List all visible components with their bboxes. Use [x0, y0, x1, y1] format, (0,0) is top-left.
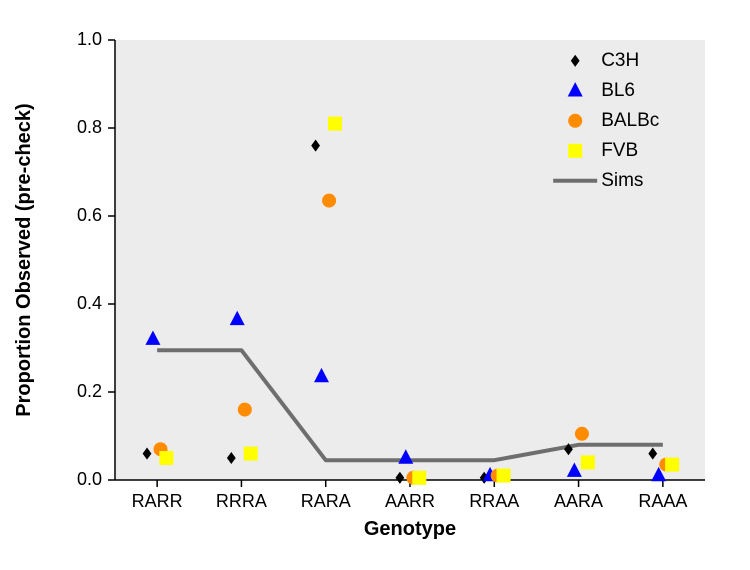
- data-point-fvb: [581, 455, 595, 469]
- chart-container: 0.0 0.2 0.4 0.6 0.8 1.0 RARR RRRA RARA AARR RRAA AA…: [0, 0, 750, 570]
- legend-label: FVB: [601, 140, 638, 161]
- y-tick-label: 0.4: [77, 293, 102, 313]
- x-tick-label: AARA: [554, 491, 603, 511]
- y-tick-label: 1.0: [77, 29, 102, 49]
- x-tick-label: AARR: [385, 491, 435, 511]
- data-point-balbc: [238, 403, 252, 417]
- data-point-fvb: [328, 117, 342, 131]
- legend-marker-balbc: [568, 114, 582, 128]
- y-tick-label: 0.6: [77, 205, 102, 225]
- data-point-fvb: [244, 447, 258, 461]
- data-point-fvb: [159, 451, 173, 465]
- x-axis-title: Genotype: [364, 518, 456, 540]
- legend-marker-fvb: [568, 144, 582, 158]
- data-point-balbc: [575, 427, 589, 441]
- legend-label: BALBc: [601, 110, 659, 131]
- x-tick-label: RAAA: [638, 491, 687, 511]
- plot-area: [115, 40, 705, 480]
- x-tick-label: RRRA: [216, 491, 267, 511]
- data-point-balbc: [322, 194, 336, 208]
- legend-label: Sims: [601, 170, 643, 191]
- x-tick-label: RRAA: [469, 491, 519, 511]
- y-tick-label: 0.0: [77, 469, 102, 489]
- x-tick-label: RARR: [132, 491, 183, 511]
- legend-label: C3H: [601, 50, 639, 71]
- y-tick-label: 0.2: [77, 381, 102, 401]
- y-axis-title: Proportion Observed (pre-check): [13, 103, 35, 416]
- data-point-fvb: [665, 458, 679, 472]
- data-point-fvb: [412, 471, 426, 485]
- x-tick-label: RARA: [301, 491, 351, 511]
- scatter-chart: 0.0 0.2 0.4 0.6 0.8 1.0 RARR RRRA RARA AARR RRAA AA…: [0, 0, 750, 570]
- data-point-fvb: [497, 469, 511, 483]
- y-tick-label: 0.8: [77, 117, 102, 137]
- legend-label: BL6: [601, 80, 635, 101]
